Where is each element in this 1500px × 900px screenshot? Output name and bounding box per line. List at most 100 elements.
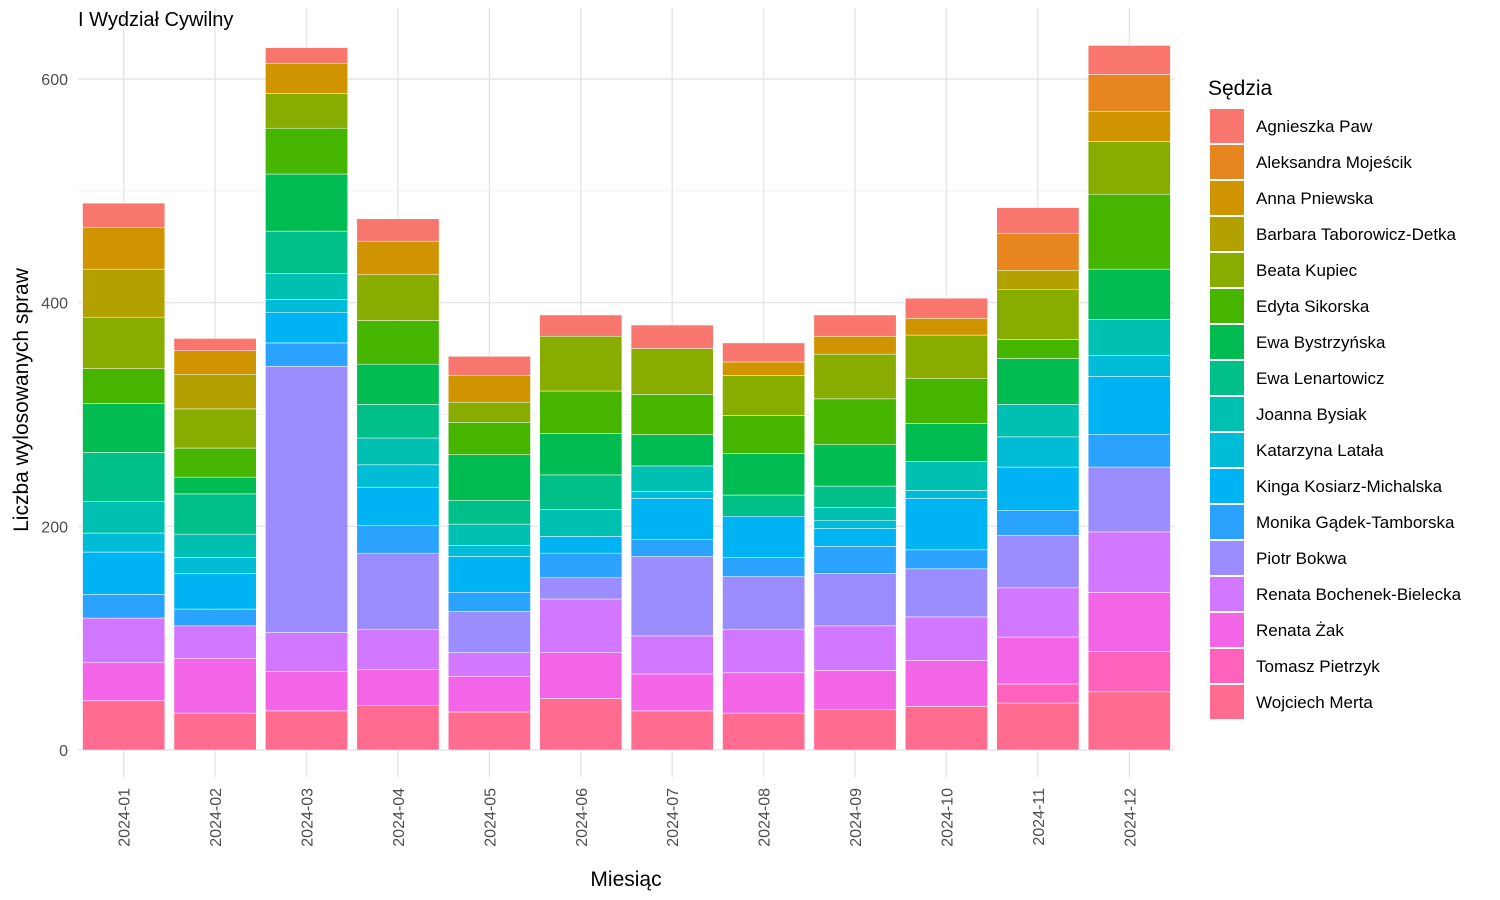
bar-segment: [1087, 691, 1171, 751]
legend-label: Tomasz Pietrzyk: [1256, 657, 1380, 676]
bar-segment: [905, 706, 988, 751]
bar-segment: [1087, 651, 1171, 693]
bar-segment: [265, 342, 348, 367]
y-axis-title: Liczba wylosowanych spraw: [10, 267, 33, 532]
bar-segment: [173, 373, 257, 410]
bar-segment: [447, 523, 531, 546]
x-tick-label: 2024-12: [1122, 788, 1139, 847]
bar-segment: [173, 350, 257, 375]
bar-segment: [356, 240, 440, 275]
bar-segment: [813, 353, 897, 400]
bar-segment: [173, 408, 257, 449]
bar-segment: [996, 510, 1080, 536]
bar-segment: [905, 549, 988, 570]
bar-segment: [813, 444, 897, 487]
bar-segment: [356, 628, 440, 670]
bar-segment: [447, 500, 531, 525]
bar-segment: [813, 507, 897, 521]
bar-segment: [82, 617, 166, 664]
bar-segment: [905, 297, 988, 319]
bar-segment: [82, 532, 166, 553]
legend-label: Joanna Bysiak: [1256, 405, 1367, 424]
bar-segment: [447, 675, 531, 713]
bar-segment: [539, 390, 623, 434]
bar-segment: [996, 207, 1080, 234]
bar-segment: [539, 536, 623, 554]
legend-swatch: [1210, 469, 1244, 503]
bar-segment: [722, 361, 806, 376]
bar-segment: [356, 552, 440, 630]
bar-segment: [1087, 268, 1171, 320]
legend-title: Sędzia: [1208, 77, 1273, 100]
bar-segment: [1087, 434, 1171, 468]
bar-segment: [1087, 193, 1171, 270]
bar-segment: [996, 269, 1080, 290]
bar-segment: [356, 464, 440, 488]
bar-segment: [539, 314, 623, 337]
bar-segment: [265, 299, 348, 313]
bar-segment: [813, 335, 897, 355]
legend-label: Piotr Bokwa: [1256, 549, 1347, 568]
bar-segment: [905, 568, 988, 618]
legend-label: Beata Kupiec: [1256, 261, 1358, 280]
bar-segment: [813, 625, 897, 671]
bar-segment: [539, 577, 623, 600]
bar-segment: [82, 700, 166, 751]
bar-segment: [905, 378, 988, 424]
legend-label: Anna Pniewska: [1256, 189, 1374, 208]
bar-segment: [82, 594, 166, 619]
bar-segment: [82, 368, 166, 404]
bar-segment: [265, 47, 348, 64]
bar-segment: [1087, 376, 1171, 435]
x-tick-label: 2024-10: [939, 788, 956, 847]
bar-segment: [722, 494, 806, 517]
bar-segment: [173, 557, 257, 574]
y-axis-ticks: 0 200 400 600: [41, 72, 68, 760]
bar-segment: [1087, 354, 1171, 377]
bar-segment: [630, 491, 714, 499]
bar-segment: [356, 218, 440, 242]
bar-segment: [265, 366, 348, 633]
bar-segment: [1087, 592, 1171, 652]
chart-title: I Wydział Cywilny: [78, 9, 233, 31]
bar-segment: [1087, 45, 1171, 75]
bar-segment: [996, 233, 1080, 271]
bar-segment: [356, 524, 440, 554]
bar-segment: [1087, 531, 1171, 593]
bar-segment: [722, 672, 806, 714]
bar-segment: [996, 587, 1080, 638]
x-axis-title: Miesiąc: [590, 868, 661, 891]
bar-segment: [265, 312, 348, 344]
bar-segment: [722, 712, 806, 751]
legend-label: Edyta Sikorska: [1256, 297, 1370, 316]
bar-segment: [630, 673, 714, 712]
x-tick-label: 2024-02: [208, 788, 225, 847]
x-tick-label: 2024-08: [757, 788, 774, 847]
legend-swatch: [1210, 253, 1244, 287]
bar-segment: [630, 348, 714, 395]
bar-segment: [996, 404, 1080, 438]
bar-segment: [265, 710, 348, 751]
bar-segment: [82, 662, 166, 702]
x-tick-label: 2024-03: [300, 788, 317, 847]
bar-segment: [265, 93, 348, 129]
bar-segment: [1087, 319, 1171, 356]
bar-segment: [996, 339, 1080, 359]
x-tick-label: 2024-01: [117, 788, 134, 847]
legend-swatch: [1210, 289, 1244, 323]
x-tick-label: 2024-05: [482, 788, 499, 847]
bar-segment: [539, 335, 623, 392]
legend-label: Agnieszka Paw: [1256, 117, 1373, 136]
legend-label: Barbara Taborowicz-Detka: [1256, 225, 1457, 244]
y-tick-label: 600: [41, 72, 68, 89]
bar-segment: [82, 551, 166, 595]
bar-segment: [630, 394, 714, 435]
x-tick-label: 2024-06: [574, 788, 591, 847]
y-tick-label: 200: [41, 519, 68, 536]
bar-segment: [82, 227, 166, 270]
bar-segment: [996, 358, 1080, 405]
bar-segment: [447, 401, 531, 423]
bar-segment: [905, 318, 988, 336]
legend-swatch: [1210, 361, 1244, 395]
bar-segment: [1087, 466, 1171, 533]
